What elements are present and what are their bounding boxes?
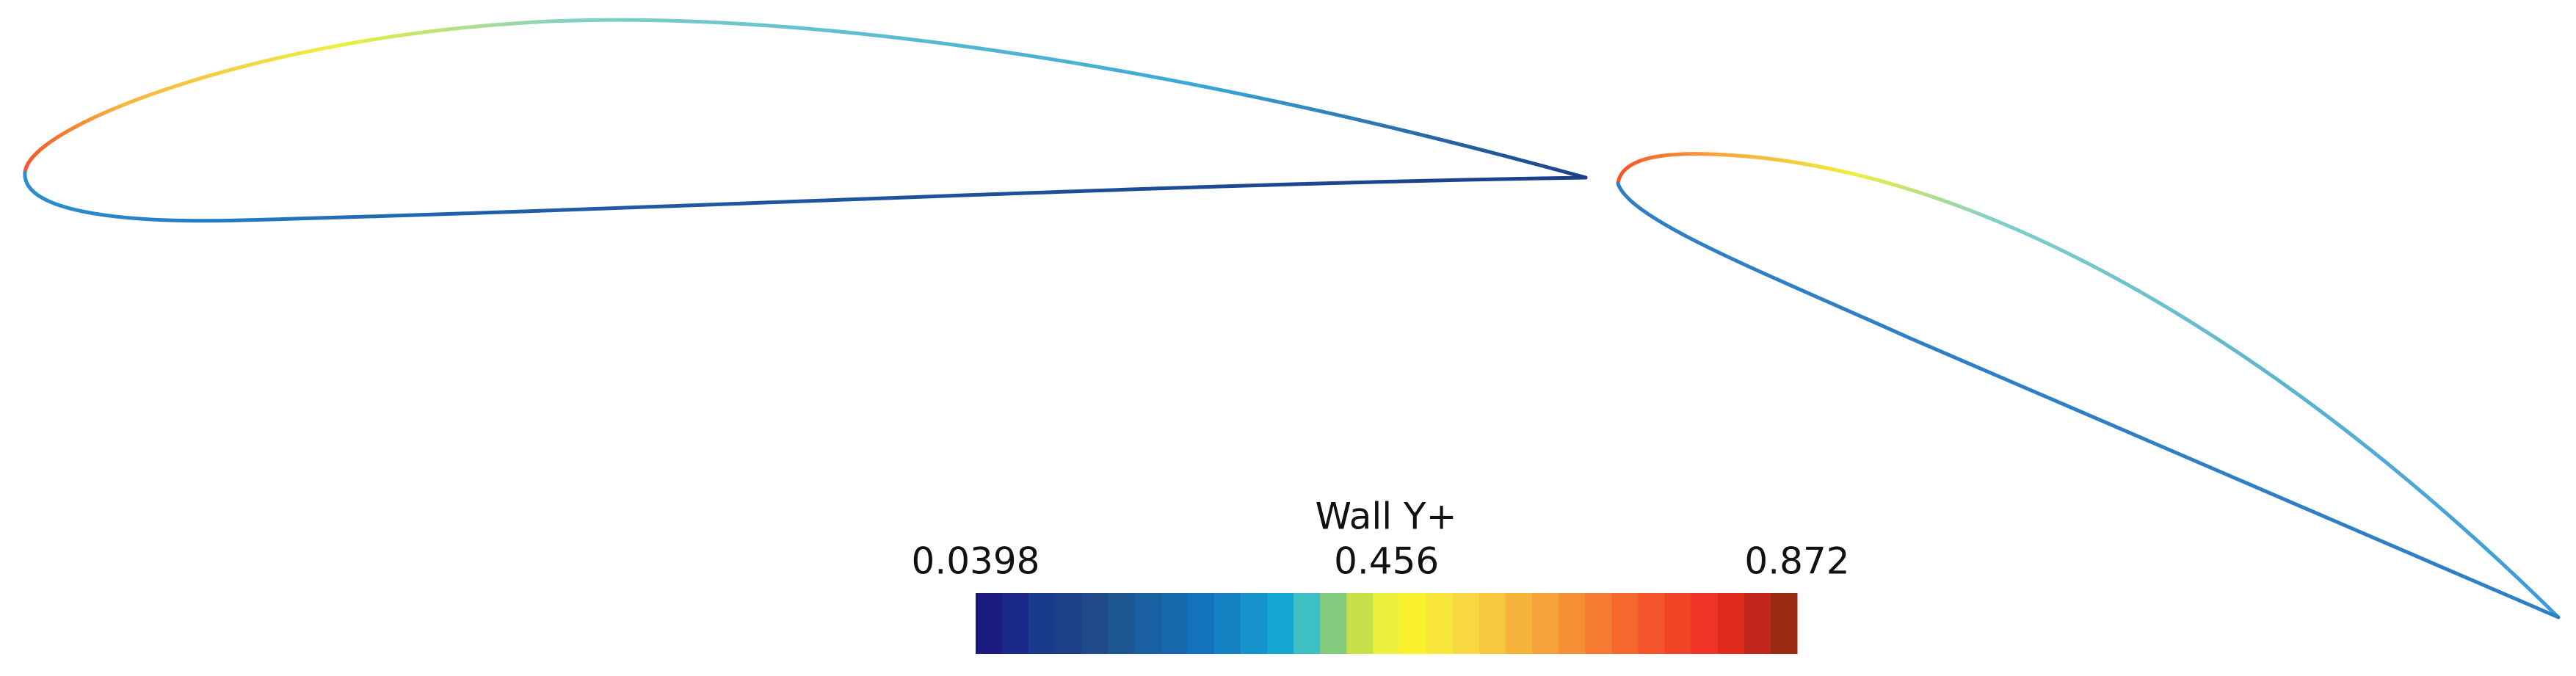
color-band [1081, 593, 1109, 654]
color-band [1002, 593, 1029, 654]
color-band [1559, 593, 1586, 654]
color-band [1028, 593, 1056, 654]
color-band [976, 593, 1003, 654]
color-band [1187, 593, 1215, 654]
flap-airfoil-lower [1616, 181, 2561, 619]
color-band [1346, 593, 1374, 654]
flap-airfoil-upper [1616, 152, 2561, 619]
color-band [1161, 593, 1189, 654]
colorbar-tick-label: 0.0398 [912, 540, 1040, 583]
color-band [1585, 593, 1612, 654]
main-airfoil-lower [23, 170, 1588, 223]
color-band [1108, 593, 1136, 654]
color-band [1213, 593, 1241, 654]
colorbar-tick-label: 0.456 [1334, 540, 1439, 583]
colorbar-tick-label: 0.872 [1744, 540, 1849, 583]
color-band [1373, 593, 1401, 654]
color-band [1532, 593, 1559, 654]
color-band [1691, 593, 1719, 654]
color-band [1399, 593, 1427, 654]
color-band [1320, 593, 1347, 654]
color-band [1744, 593, 1771, 654]
color-band [1638, 593, 1666, 654]
color-band [1452, 593, 1480, 654]
colorbar-title: Wall Y+ [1316, 495, 1457, 538]
color-band [1426, 593, 1454, 654]
color-band [1664, 593, 1692, 654]
main-airfoil-upper [23, 18, 1588, 180]
color-band [1055, 593, 1082, 654]
color-band [1134, 593, 1162, 654]
color-band [1717, 593, 1745, 654]
color-band [1611, 593, 1639, 654]
color-band [1240, 593, 1268, 654]
color-band [1267, 593, 1294, 654]
color-band [1294, 593, 1321, 654]
color-band [1505, 593, 1533, 654]
color-band [1479, 593, 1506, 654]
color-band [1770, 593, 1798, 654]
